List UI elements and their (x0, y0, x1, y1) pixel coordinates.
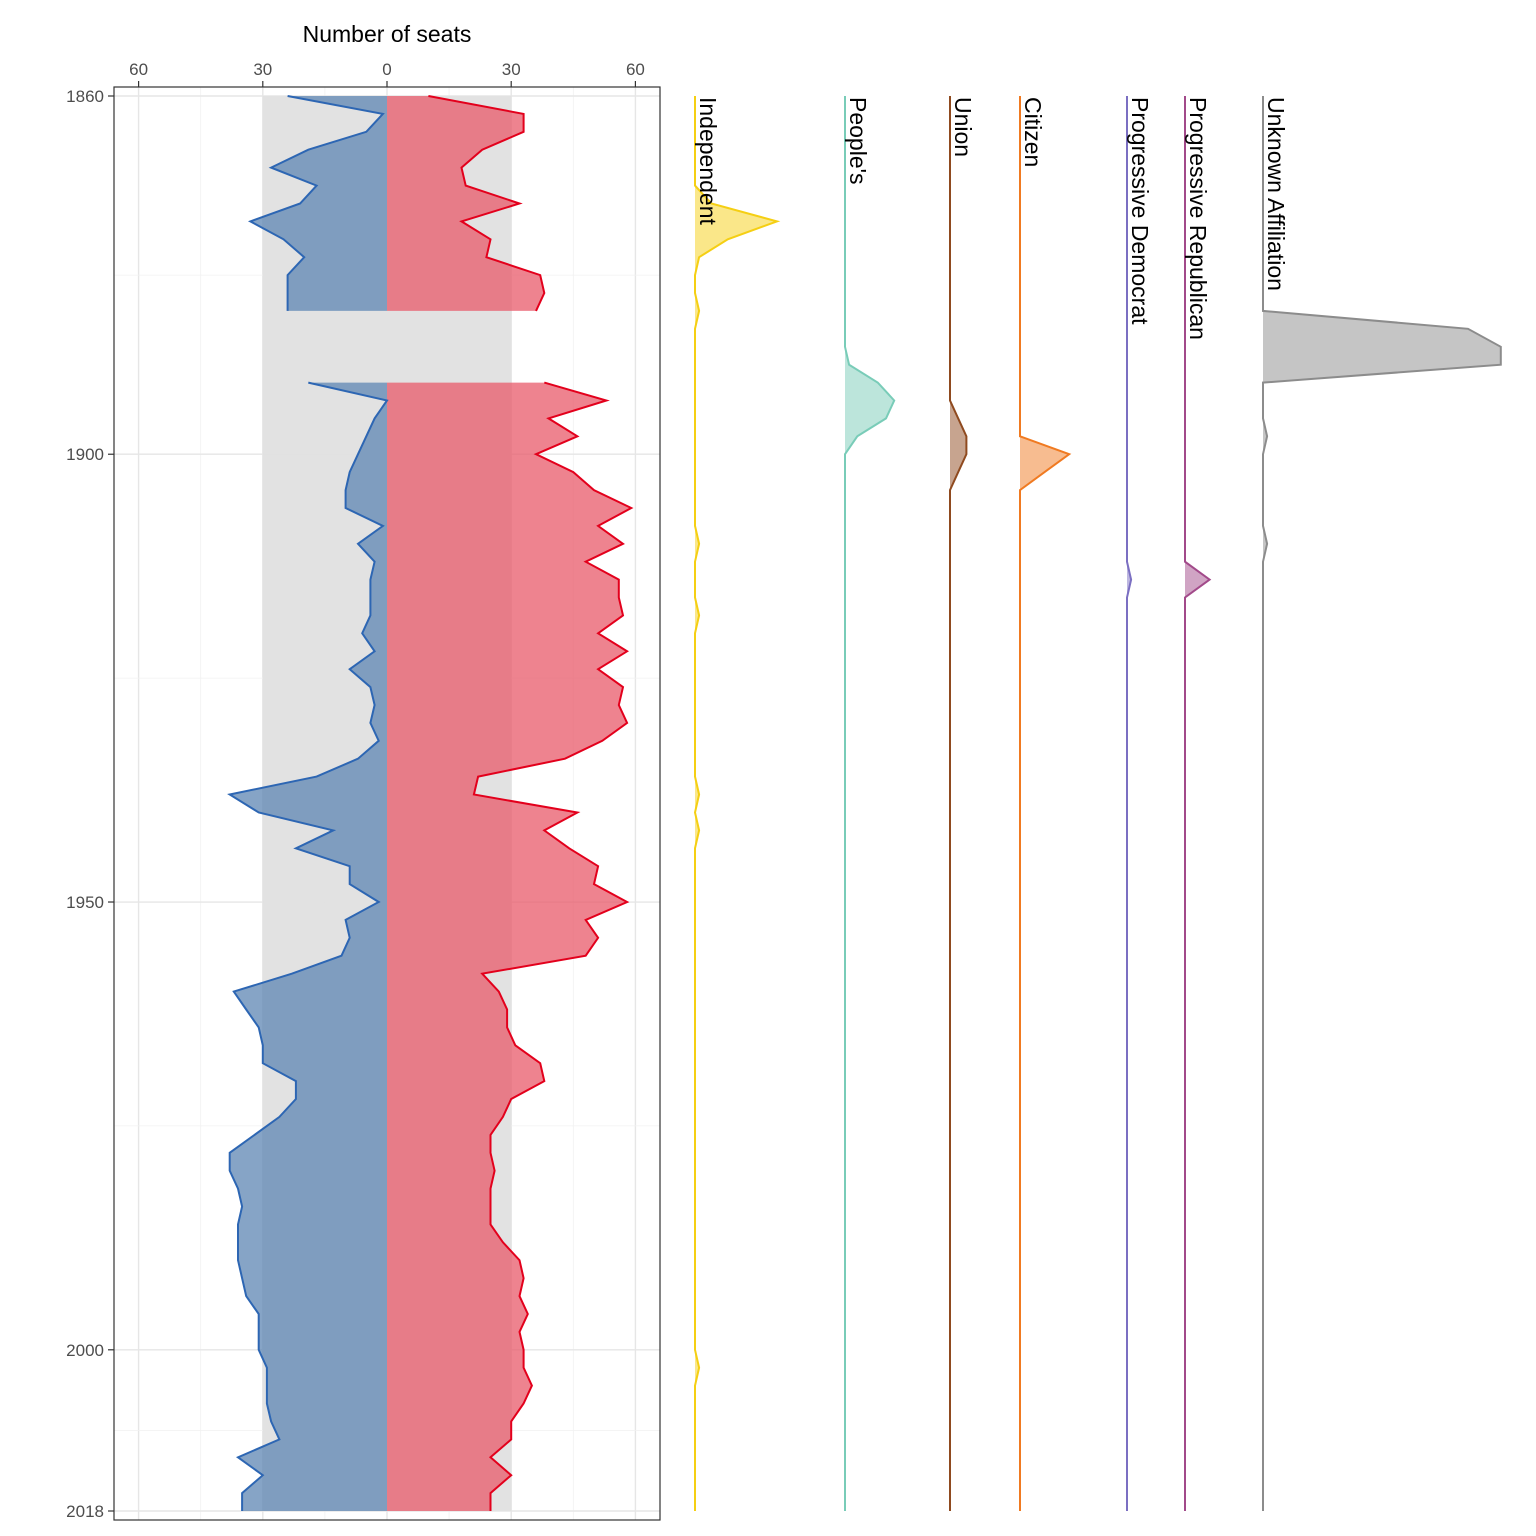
x-axis-title: Number of seats (303, 21, 472, 47)
progressive-republican-line (1184, 96, 1212, 1511)
people-s-area (845, 96, 895, 1511)
x-tick-label: 60 (626, 60, 645, 79)
unknown-affiliation-line (1262, 96, 1502, 1511)
progressive-republican-label: Progressive Republican (1185, 97, 1211, 340)
party-union: Union (949, 96, 976, 1511)
party-progressive-democrat: Progressive Democrat (1126, 96, 1153, 1511)
unknown-affiliation-area (1263, 96, 1501, 1511)
citizen-line (1019, 96, 1072, 1511)
unknown-affiliation-label: Unknown Affiliation (1263, 97, 1289, 291)
independent-area (695, 96, 777, 1511)
x-tick-label: 30 (502, 60, 521, 79)
y-tick-label: 1860 (66, 87, 104, 106)
y-tick-label: 2018 (66, 1502, 104, 1521)
party-citizen: Citizen (1019, 96, 1072, 1511)
progressive-democrat-line (1126, 96, 1133, 1511)
seat-areas (227, 95, 634, 1511)
axes: 60 30 0 30 60 1860 1900 1950 2000 2018 (66, 60, 645, 1521)
citizen-label: Citizen (1020, 97, 1046, 167)
party-people-s: People's (844, 96, 896, 1511)
people-s-label: People's (845, 97, 871, 185)
citizen-area (1020, 96, 1070, 1511)
x-tick-label: 30 (253, 60, 272, 79)
democrat-line (247, 95, 385, 311)
y-tick-label: 1900 (66, 445, 104, 464)
party-progressive-republican: Progressive Republican (1184, 96, 1212, 1511)
republican-line (428, 95, 546, 312)
x-tick-label: 60 (129, 60, 148, 79)
republican-line (472, 381, 634, 1511)
x-tick-label: 0 (382, 60, 391, 79)
party-unknown-affiliation: Unknown Affiliation (1262, 96, 1502, 1511)
democrat-line (227, 381, 389, 1511)
republican-area (387, 96, 545, 311)
progressive-democrat-label: Progressive Democrat (1127, 97, 1153, 325)
democrat-area (250, 96, 387, 311)
party-independent: Independent (693, 96, 781, 1511)
y-tick-label: 1950 (66, 893, 104, 912)
minor-parties: Independent People's Union Citizen Progressi… (693, 96, 1502, 1511)
people-s-line (844, 96, 896, 1511)
republican-area (387, 382, 632, 1511)
independent-line (693, 96, 781, 1511)
democrat-area (229, 382, 387, 1511)
union-area (950, 96, 967, 1511)
y-tick-label: 2000 (66, 1341, 104, 1360)
union-label: Union (950, 97, 976, 157)
union-line (949, 96, 968, 1511)
independent-label: Independent (695, 97, 721, 226)
